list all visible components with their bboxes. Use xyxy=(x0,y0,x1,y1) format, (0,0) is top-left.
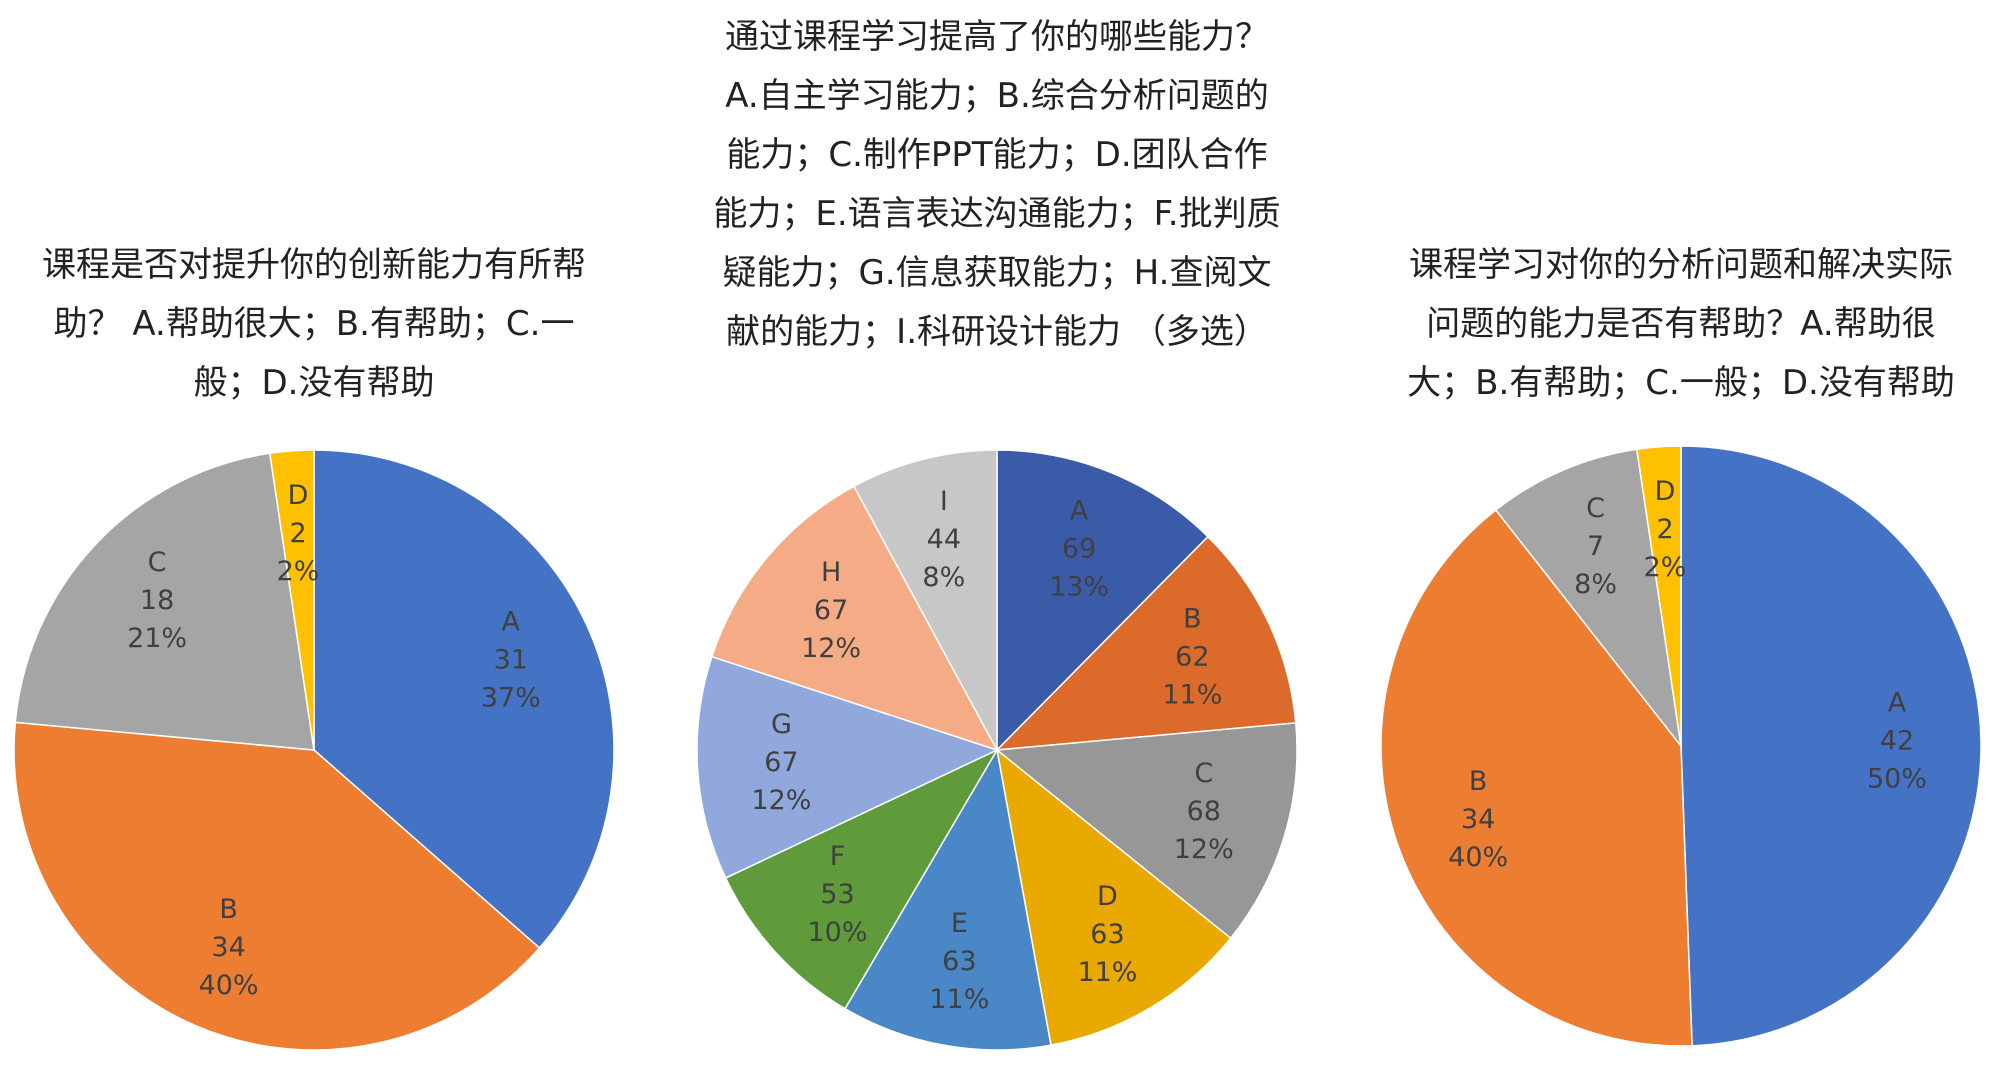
slice-category: A xyxy=(1888,688,1907,719)
slice-category: F xyxy=(830,841,846,872)
pie-slice xyxy=(844,747,1052,1051)
slice-category: D xyxy=(288,480,309,511)
slice-percent: 10% xyxy=(808,917,868,948)
pie-slice xyxy=(313,449,615,950)
slice-value: 31 xyxy=(494,644,528,675)
pie-slice xyxy=(1635,445,1682,747)
slice-category: D xyxy=(1655,476,1676,507)
slice-category: B xyxy=(219,894,238,925)
slice-value: 7 xyxy=(1587,531,1604,562)
slice-value: 2 xyxy=(1656,514,1673,545)
slice-percent: 11% xyxy=(1162,679,1222,710)
slice-category: C xyxy=(148,547,167,578)
slice-percent: 13% xyxy=(1049,572,1109,603)
slice-percent: 2% xyxy=(1644,552,1687,583)
slice-value: 68 xyxy=(1187,796,1221,827)
chart-title: 课程学习对你的分析问题和解决实际问题的能力是否有帮助？A.帮助很大；B.有帮助；… xyxy=(1407,245,1955,403)
slice-percent: 21% xyxy=(127,623,187,654)
pie-slice xyxy=(13,721,541,1051)
slice-category: I xyxy=(940,486,948,517)
chart-title: 通过课程学习提高了你的哪些能力？A.自主学习能力；B.综合分析问题的能力；C.制… xyxy=(713,17,1281,352)
slice-category: E xyxy=(951,908,968,939)
pie-slice xyxy=(995,535,1297,751)
pie-slice xyxy=(710,485,999,752)
pie-slice xyxy=(1680,445,1982,1047)
slice-percent: 40% xyxy=(199,970,259,1001)
slice-value: 42 xyxy=(1880,726,1914,757)
pie-slice xyxy=(1494,448,1683,749)
pie-slice xyxy=(696,655,1000,879)
slice-category: D xyxy=(1097,881,1118,912)
slice-percent: 12% xyxy=(751,785,811,816)
slice-category: C xyxy=(1194,758,1213,789)
slice-value: 67 xyxy=(814,595,848,626)
slice-percent: 11% xyxy=(1077,957,1137,988)
slice-value: 18 xyxy=(140,585,174,616)
slice-percent: 8% xyxy=(922,562,965,593)
pie-slice xyxy=(995,748,1232,1046)
slice-value: 44 xyxy=(927,524,961,555)
slice-value: 63 xyxy=(942,946,976,977)
slice-percent: 8% xyxy=(1574,569,1617,600)
slice-category: A xyxy=(502,606,521,637)
slice-value: 69 xyxy=(1062,534,1096,565)
slice-value: 2 xyxy=(289,518,306,549)
slice-value: 34 xyxy=(211,932,245,963)
slice-value: 63 xyxy=(1090,919,1124,950)
pie-slice xyxy=(996,449,1209,752)
pie-slice xyxy=(995,722,1298,940)
slice-value: 67 xyxy=(764,747,798,778)
slice-category: H xyxy=(821,557,841,588)
slice-value: 53 xyxy=(820,879,854,910)
slice-percent: 2% xyxy=(277,556,320,587)
slice-percent: 50% xyxy=(1867,764,1927,795)
slice-percent: 12% xyxy=(801,633,861,664)
slice-category: A xyxy=(1070,496,1089,527)
chart-title: 课程是否对提升你的创新能力有所帮助？ A.帮助很大；B.有帮助；C.一般；D.没… xyxy=(42,245,586,403)
slice-value: 34 xyxy=(1461,804,1495,835)
slice-category: G xyxy=(771,709,792,740)
slice-percent: 40% xyxy=(1448,842,1508,873)
pie-slice xyxy=(852,449,998,751)
pie-slice xyxy=(724,748,999,1010)
slice-value: 62 xyxy=(1175,641,1209,672)
pie-slice xyxy=(14,452,315,751)
pie-slice xyxy=(1380,508,1693,1047)
pie-slice xyxy=(268,449,315,751)
slice-category: B xyxy=(1469,766,1488,797)
slice-percent: 37% xyxy=(481,682,541,713)
slice-category: C xyxy=(1586,493,1605,524)
slice-percent: 11% xyxy=(929,984,989,1015)
slice-percent: 12% xyxy=(1174,834,1234,865)
slice-category: B xyxy=(1183,603,1202,634)
